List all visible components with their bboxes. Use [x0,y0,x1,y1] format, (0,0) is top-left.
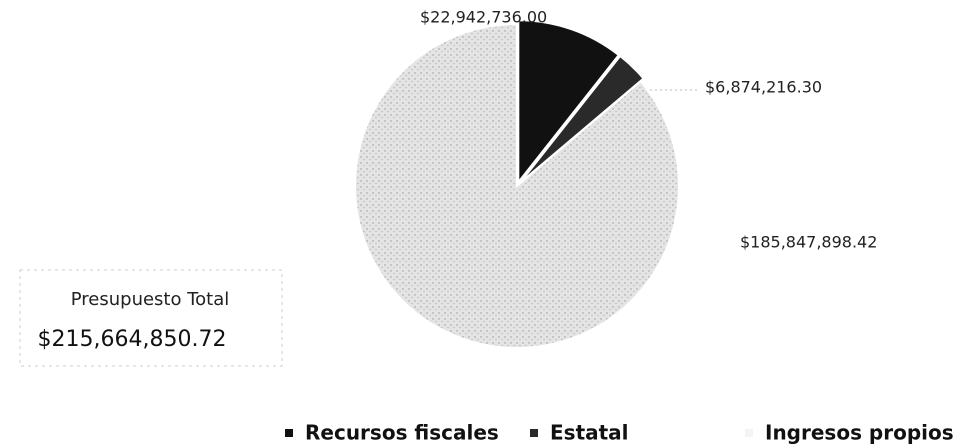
total-title: Presupuesto Total [71,289,230,310]
value-label: $22,942,736.00 [420,8,547,27]
pie-slice [517,19,621,186]
legend-marker [745,429,753,437]
value-label: $185,847,898.42 [740,233,877,252]
legend-marker [530,429,538,437]
legend-label: Estatal [550,421,629,445]
legend-marker [285,429,293,437]
total-value: $215,664,850.72 [38,327,227,352]
total-box [19,269,283,367]
legend-label: Ingresos propios [765,421,954,445]
pie-slice [354,22,680,349]
value-label: $6,874,216.30 [705,78,822,97]
legend-label: Recursos fiscales [305,421,499,445]
pie-slice [518,54,645,184]
